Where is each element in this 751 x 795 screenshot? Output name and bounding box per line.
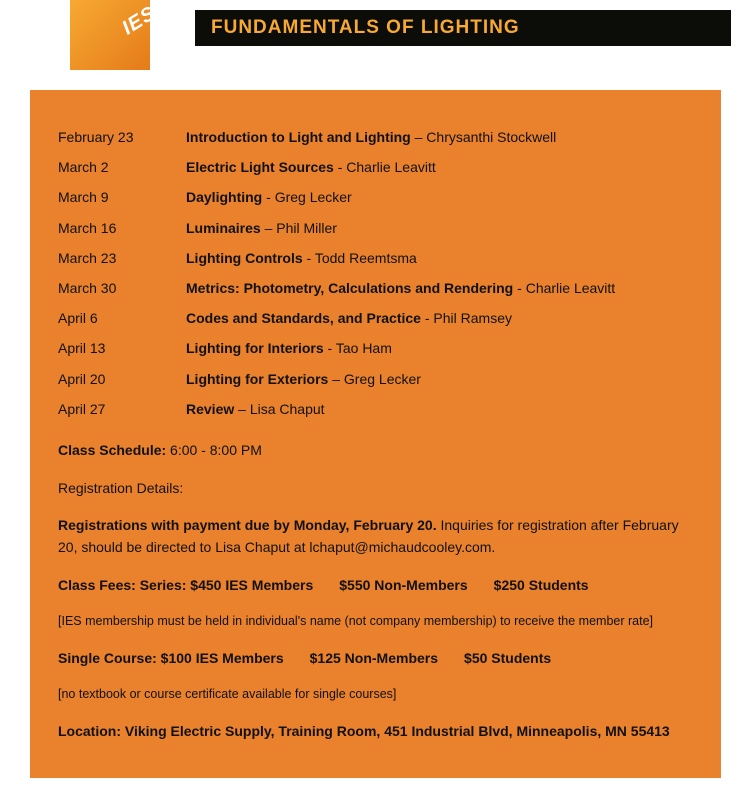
class-fees-note: [IES membership must be held in individu… (58, 612, 693, 631)
schedule-date: March 30 (58, 279, 186, 297)
class-fees-line: Class Fees: Series: $450 IES Members $550… (58, 575, 693, 597)
schedule-topic-title: Lighting for Interiors (186, 340, 324, 356)
schedule-topic: Daylighting - Greg Lecker (186, 188, 693, 206)
schedule-date: February 23 (58, 128, 186, 146)
schedule-instructor: Charlie Leavitt (526, 280, 616, 296)
schedule-topic: Lighting for Interiors - Tao Ham (186, 339, 693, 357)
schedule-row: March 16Luminaires – Phil Miller (58, 219, 693, 237)
schedule-separator: – (328, 371, 344, 387)
schedule-topic: Lighting Controls - Todd Reemtsma (186, 249, 693, 267)
schedule-topic-title: Review (186, 401, 234, 417)
registration-deadline: Registrations with payment due by Monday… (58, 517, 437, 533)
schedule-topic-title: Lighting for Exteriors (186, 371, 328, 387)
schedule-date: April 27 (58, 400, 186, 418)
single-members: Single Course: $100 IES Members (58, 650, 284, 666)
class-schedule-time: 6:00 - 8:00 PM (170, 442, 262, 458)
schedule-instructor: Tao Ham (336, 340, 392, 356)
schedule-separator: - (303, 250, 315, 266)
schedule-topic: Review – Lisa Chaput (186, 400, 693, 418)
schedule-separator: - (513, 280, 525, 296)
schedule-topic: Codes and Standards, and Practice - Phil… (186, 309, 693, 327)
class-schedule-label: Class Schedule: (58, 442, 166, 458)
schedule-topic: Luminaires – Phil Miller (186, 219, 693, 237)
content-panel: February 23Introduction to Light and Lig… (30, 90, 721, 778)
class-fees-members: Class Fees: Series: $450 IES Members (58, 577, 313, 593)
schedule-row: March 2Electric Light Sources - Charlie … (58, 158, 693, 176)
schedule-separator: – (411, 129, 427, 145)
schedule-instructor: Greg Lecker (344, 371, 421, 387)
schedule-row: March 23Lighting Controls - Todd Reemtsm… (58, 249, 693, 267)
single-nonmembers: $125 Non-Members (310, 650, 438, 666)
ies-logo: IES (70, 0, 150, 70)
registration-details: Registrations with payment due by Monday… (58, 515, 693, 558)
schedule-topic-title: Luminaires (186, 220, 261, 236)
ies-logo-text: IES (118, 2, 160, 40)
schedule-row: February 23Introduction to Light and Lig… (58, 128, 693, 146)
schedule-instructor: Todd Reemtsma (315, 250, 417, 266)
schedule-separator: - (421, 310, 433, 326)
location-line: Location: Viking Electric Supply, Traini… (58, 721, 693, 743)
schedule-separator: - (334, 159, 346, 175)
schedule-topic-title: Metrics: Photometry, Calculations and Re… (186, 280, 513, 296)
schedule-instructor: Chrysanthi Stockwell (426, 129, 556, 145)
schedule-topic-title: Electric Light Sources (186, 159, 334, 175)
schedule-instructor: Phil Ramsey (433, 310, 512, 326)
schedule-row: March 9Daylighting - Greg Lecker (58, 188, 693, 206)
schedule-separator: – (234, 401, 250, 417)
schedule-topic: Metrics: Photometry, Calculations and Re… (186, 279, 693, 297)
single-students: $50 Students (464, 650, 551, 666)
single-course-line: Single Course: $100 IES Members $125 Non-… (58, 648, 693, 670)
schedule-instructor: Lisa Chaput (250, 401, 325, 417)
schedule-instructor: Greg Lecker (275, 189, 352, 205)
schedule-date: March 9 (58, 188, 186, 206)
registration-heading: Registration Details: (58, 478, 693, 500)
schedule-topic-title: Codes and Standards, and Practice (186, 310, 421, 326)
schedule-instructor: Phil Miller (276, 220, 337, 236)
location-text: Location: Viking Electric Supply, Traini… (58, 723, 670, 739)
schedule-separator: – (261, 220, 277, 236)
schedule-topic: Lighting for Exteriors – Greg Lecker (186, 370, 693, 388)
schedule-date: April 13 (58, 339, 186, 357)
schedule-topic-title: Daylighting (186, 189, 262, 205)
schedule-date: April 6 (58, 309, 186, 327)
schedule-row: April 6Codes and Standards, and Practice… (58, 309, 693, 327)
schedule-list: February 23Introduction to Light and Lig… (58, 128, 693, 418)
schedule-row: April 13Lighting for Interiors - Tao Ham (58, 339, 693, 357)
schedule-separator: - (324, 340, 336, 356)
schedule-instructor: Charlie Leavitt (346, 159, 436, 175)
schedule-topic: Introduction to Light and Lighting – Chr… (186, 128, 693, 146)
schedule-topic-title: Lighting Controls (186, 250, 303, 266)
class-schedule-line: Class Schedule: 6:00 - 8:00 PM (58, 440, 693, 462)
title-bar: FUNDAMENTALS OF LIGHTING (195, 10, 731, 46)
schedule-date: March 23 (58, 249, 186, 267)
class-fees-nonmembers: $550 Non-Members (339, 577, 467, 593)
schedule-date: March 2 (58, 158, 186, 176)
single-course-note: [no textbook or course certificate avail… (58, 685, 693, 704)
header: IES FUNDAMENTALS OF LIGHTING (0, 0, 751, 70)
schedule-date: March 16 (58, 219, 186, 237)
schedule-date: April 20 (58, 370, 186, 388)
schedule-row: March 30Metrics: Photometry, Calculation… (58, 279, 693, 297)
page-title: FUNDAMENTALS OF LIGHTING (211, 17, 520, 38)
schedule-row: April 27Review – Lisa Chaput (58, 400, 693, 418)
schedule-topic-title: Introduction to Light and Lighting (186, 129, 411, 145)
schedule-row: April 20Lighting for Exteriors – Greg Le… (58, 370, 693, 388)
class-fees-students: $250 Students (494, 577, 589, 593)
schedule-separator: - (262, 189, 274, 205)
schedule-topic: Electric Light Sources - Charlie Leavitt (186, 158, 693, 176)
details-section: Class Schedule: 6:00 - 8:00 PM Registrat… (58, 440, 693, 743)
